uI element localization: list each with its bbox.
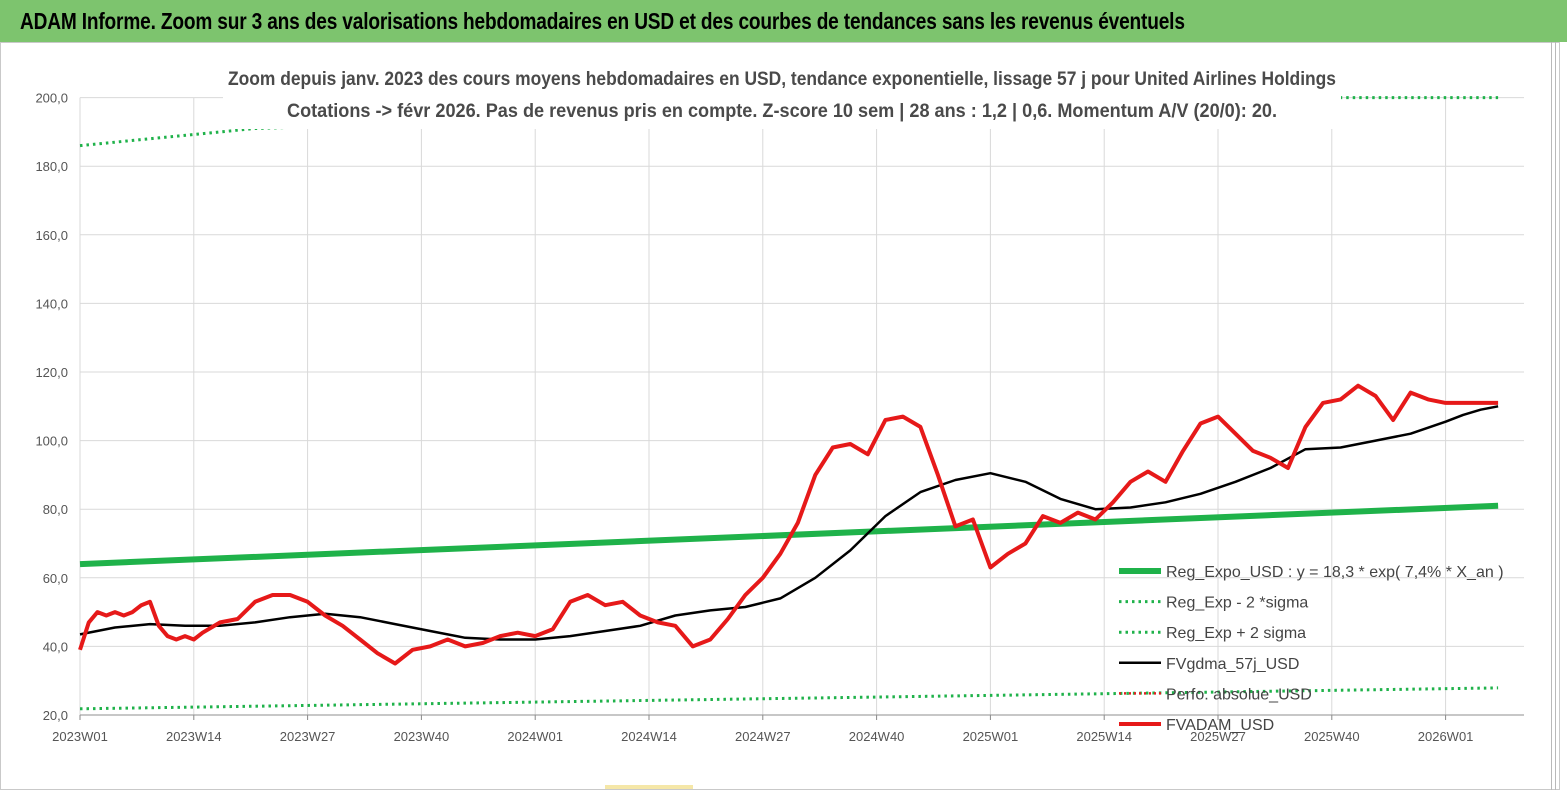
scrollbar-edge [1551, 42, 1556, 790]
chart-title-block: Zoom depuis janv. 2023 des cours moyens … [223, 57, 1341, 129]
y-tick-label: 60,0 [43, 571, 68, 586]
chart-legend: Reg_Expo_USD : y = 18,3 * exp( 7,4% * X_… [1119, 564, 1504, 734]
report-title: ADAM Informe. Zoom sur 3 ans des valoris… [20, 7, 1185, 34]
x-tick-label: 2023W40 [394, 729, 450, 744]
y-tick-label: 100,0 [35, 434, 68, 449]
grid-layer [79, 97, 1524, 716]
x-tick-label: 2026W01 [1418, 729, 1474, 744]
y-tick-label: 20,0 [43, 708, 68, 723]
bottom-accent [605, 785, 693, 789]
axis-layer: 20,0 40,0 60,0 80,0 100,0 120,0 140,0 160,0 180,… [35, 91, 1524, 744]
y-tick-label: 80,0 [43, 502, 68, 517]
x-tick-label: 2025W27 [1190, 729, 1246, 744]
series-line-reg_minus [79, 686, 1499, 711]
series-line-fvadam [78, 383, 1499, 666]
y-tick-label: 140,0 [35, 296, 68, 311]
x-tick-label: 2024W27 [735, 729, 791, 744]
x-tick-label: 2024W40 [849, 729, 905, 744]
chart-svg: 20,0 40,0 60,0 80,0 100,0 120,0 140,0 160,0 180,… [35, 57, 1524, 744]
x-tick-label: 2024W14 [621, 729, 677, 744]
x-tick-label: 2024W01 [507, 729, 563, 744]
y-tick-label: 180,0 [35, 159, 68, 174]
x-tick-label: 2023W27 [280, 729, 336, 744]
chart-title: Zoom depuis janv. 2023 des cours moyens … [228, 69, 1336, 90]
legend-label-fvadam: FVADAM_USD [1166, 717, 1274, 734]
chart-area: 20,0 40,0 60,0 80,0 100,0 120,0 140,0 160,0 180,… [0, 42, 1560, 790]
legend-label-reg_minus: Reg_Exp - 2 *sigma [1166, 595, 1308, 612]
x-tick-label: 2025W14 [1076, 729, 1132, 744]
series-layer [78, 96, 1499, 711]
legend-label-perfo: Perfo. absolue_USD [1166, 686, 1312, 703]
x-tick-label: 2025W01 [963, 729, 1019, 744]
report-header: ADAM Informe. Zoom sur 3 ans des valoris… [0, 0, 1567, 42]
legend-label-fvgdma: FVgdma_57j_USD [1166, 656, 1299, 673]
legend-label-reg_plus: Reg_Exp + 2 sigma [1166, 625, 1306, 642]
x-tick-label: 2025W40 [1304, 729, 1360, 744]
y-tick-label: 200,0 [35, 91, 68, 106]
y-tick-label: 40,0 [43, 639, 68, 654]
y-tick-label: 120,0 [35, 365, 68, 380]
x-tick-label: 2023W01 [52, 729, 108, 744]
y-tick-label: 160,0 [35, 228, 68, 243]
title-background [223, 57, 1341, 129]
x-tick-label: 2023W14 [166, 729, 222, 744]
chart-subtitle: Cotations -> févr 2026. Pas de revenus p… [287, 101, 1277, 122]
legend-label-reg_expo: Reg_Expo_USD : y = 18,3 * exp( 7,4% * X_… [1166, 564, 1504, 581]
